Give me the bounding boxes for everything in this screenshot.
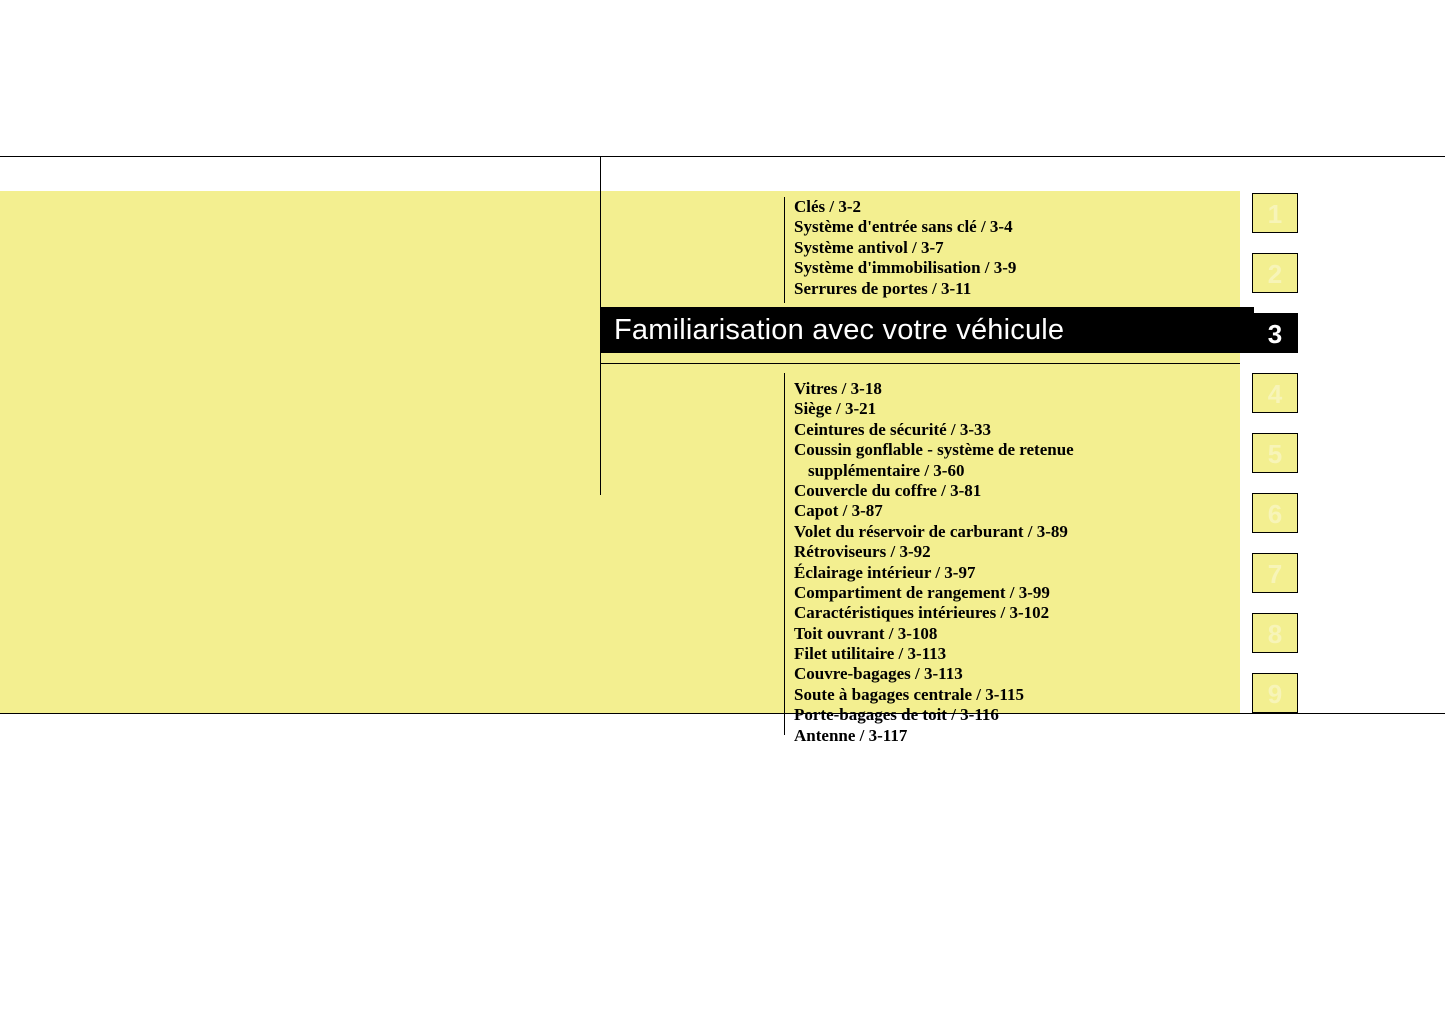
tab-4: 4 bbox=[1252, 373, 1298, 413]
toc-entry: Caractéristiques intérieures / 3-102 bbox=[794, 603, 1234, 623]
toc-entry: supplémentaire / 3-60 bbox=[794, 461, 1234, 481]
section-tabs: 1 2 3 4 5 6 7 8 9 bbox=[1252, 193, 1302, 733]
tab-3-active: 3 bbox=[1252, 313, 1298, 353]
tab-label: 3 bbox=[1268, 319, 1282, 349]
toc-entry: Système d'entrée sans clé / 3-4 bbox=[794, 217, 1224, 237]
tab-7: 7 bbox=[1252, 553, 1298, 593]
tab-label: 2 bbox=[1268, 259, 1282, 289]
tab-2: 2 bbox=[1252, 253, 1298, 293]
tab-8: 8 bbox=[1252, 613, 1298, 653]
toc-entry: Clés / 3-2 bbox=[794, 197, 1224, 217]
toc-top-list: Clés / 3-2 Système d'entrée sans clé / 3… bbox=[794, 197, 1224, 299]
section-title-text: Familiarisation avec votre véhicule bbox=[614, 314, 1064, 346]
toc-entry: Porte-bagages de toit / 3-116 bbox=[794, 705, 1234, 725]
toc-entry: Compartiment de rangement / 3-99 bbox=[794, 583, 1234, 603]
divider-vertical-top-inner bbox=[784, 197, 785, 303]
toc-entry: Vitres / 3-18 bbox=[794, 379, 1234, 399]
content-band: Clés / 3-2 Système d'entrée sans clé / 3… bbox=[0, 157, 1445, 713]
tab-1: 1 bbox=[1252, 193, 1298, 233]
section-title-bar: Familiarisation avec votre véhicule bbox=[600, 307, 1254, 353]
toc-entry: Éclairage intérieur / 3-97 bbox=[794, 563, 1234, 583]
divider-vertical-bottom-inner bbox=[784, 373, 785, 735]
toc-entry: Système antivol / 3-7 bbox=[794, 238, 1224, 258]
tab-label: 1 bbox=[1268, 199, 1282, 229]
page-frame: Clés / 3-2 Système d'entrée sans clé / 3… bbox=[0, 156, 1445, 714]
toc-entry: Couvre-bagages / 3-113 bbox=[794, 664, 1234, 684]
tab-label: 5 bbox=[1268, 439, 1282, 469]
toc-entry: Rétroviseurs / 3-92 bbox=[794, 542, 1234, 562]
toc-entry: Soute à bagages centrale / 3-115 bbox=[794, 685, 1234, 705]
toc-entry: Ceintures de sécurité / 3-33 bbox=[794, 420, 1234, 440]
tab-9: 9 bbox=[1252, 673, 1298, 713]
toc-entry: Serrures de portes / 3-11 bbox=[794, 279, 1224, 299]
toc-entry: Siège / 3-21 bbox=[794, 399, 1234, 419]
tab-label: 4 bbox=[1268, 379, 1282, 409]
toc-entry: Système d'immobilisation / 3-9 bbox=[794, 258, 1224, 278]
tab-label: 9 bbox=[1268, 679, 1282, 709]
toc-entry: Toit ouvrant / 3-108 bbox=[794, 624, 1234, 644]
toc-entry: Filet utilitaire / 3-113 bbox=[794, 644, 1234, 664]
tab-label: 7 bbox=[1268, 559, 1282, 589]
toc-entry: Coussin gonflable - système de retenue bbox=[794, 440, 1234, 460]
toc-entry-indent: supplémentaire / 3-60 bbox=[794, 461, 1234, 481]
toc-entry: Volet du réservoir de carburant / 3-89 bbox=[794, 522, 1234, 542]
tab-label: 6 bbox=[1268, 499, 1282, 529]
toc-bottom-list: Vitres / 3-18 Siège / 3-21 Ceintures de … bbox=[794, 379, 1234, 746]
toc-entry: Couvercle du coffre / 3-81 bbox=[794, 481, 1234, 501]
divider-horizontal-under-title bbox=[600, 363, 1240, 364]
tab-5: 5 bbox=[1252, 433, 1298, 473]
tab-label: 8 bbox=[1268, 619, 1282, 649]
toc-entry: Antenne / 3-117 bbox=[794, 726, 1234, 746]
tab-6: 6 bbox=[1252, 493, 1298, 533]
toc-entry: Capot / 3-87 bbox=[794, 501, 1234, 521]
